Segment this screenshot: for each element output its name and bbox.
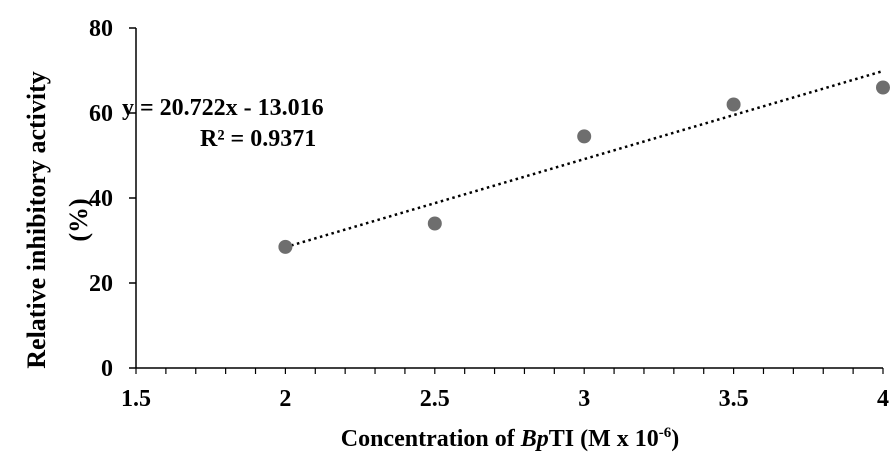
y-axis-label-unit: (%) xyxy=(64,198,93,241)
data-point xyxy=(278,239,293,254)
r-squared-annotation: R² = 0.9371 xyxy=(200,126,316,152)
y-tick-label: 20 xyxy=(89,271,113,297)
x-axis-label-italic: Bp xyxy=(520,426,549,452)
equation-annotation: y = 20.722x - 13.016 xyxy=(122,95,324,121)
x-tick-label: 4 xyxy=(877,386,889,412)
x-axis-label-part-1: Concentration of xyxy=(341,426,521,452)
data-point xyxy=(726,97,741,112)
x-tick-label: 2 xyxy=(279,386,291,412)
y-tick-label: 40 xyxy=(89,186,113,212)
trendline-group xyxy=(285,69,884,249)
data-point xyxy=(876,80,890,95)
y-tick-label: 80 xyxy=(89,16,113,42)
data-points xyxy=(278,80,890,254)
trendline xyxy=(285,69,884,249)
x-ticks: 1.5 2 2.5 3 3.5 4 xyxy=(121,368,889,412)
axes xyxy=(135,28,883,369)
y-axis-label: Relative inhibitory activity xyxy=(22,71,51,369)
x-tick-label: 1.5 xyxy=(121,386,151,412)
x-axis-label-close: ) xyxy=(671,426,679,452)
x-tick-label: 3.5 xyxy=(719,386,749,412)
x-axis-label: Concentration of BpTI (M x 10-6) xyxy=(341,425,680,452)
x-axis-label-part-2: TI (M x 10 xyxy=(549,426,659,452)
y-tick-label: 60 xyxy=(89,101,113,127)
x-tick-label: 2.5 xyxy=(420,386,450,412)
x-axis-label-exponent: -6 xyxy=(659,425,672,441)
y-tick-label: 0 xyxy=(101,356,113,382)
data-point xyxy=(577,129,592,144)
x-tick-label: 3 xyxy=(578,386,590,412)
data-point xyxy=(427,216,442,231)
y-ticks: 0 20 40 60 80 xyxy=(89,16,136,382)
